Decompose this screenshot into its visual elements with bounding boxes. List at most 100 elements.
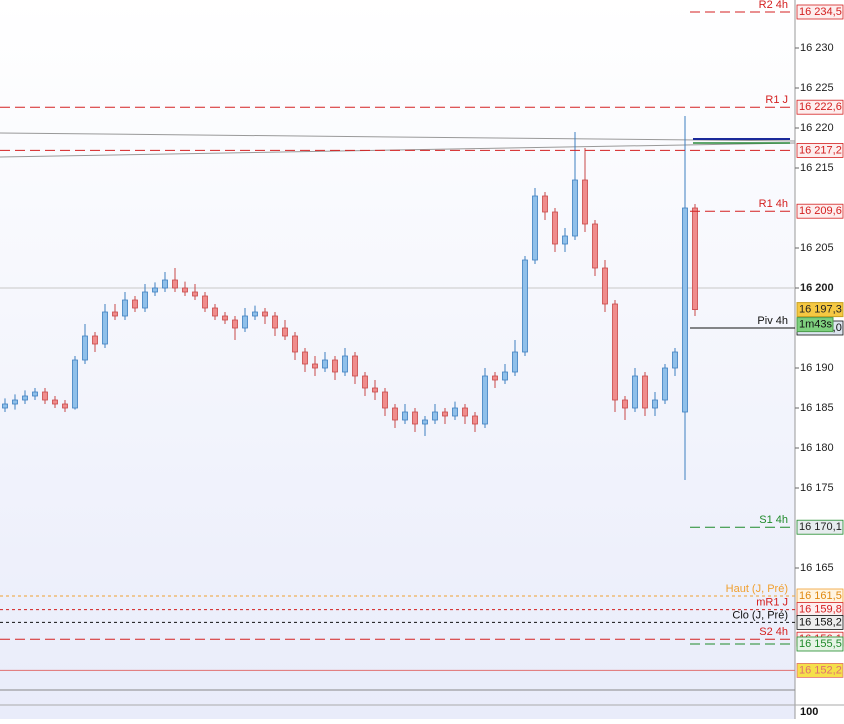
- candle-body: [32, 391, 38, 397]
- level-box: [796, 663, 844, 678]
- candle-body: [12, 399, 18, 405]
- candle-body: [312, 363, 318, 369]
- candle-body: [482, 375, 488, 425]
- level-name: S2 4h: [759, 626, 788, 638]
- candle-body: [532, 195, 538, 261]
- level-box: [796, 99, 844, 115]
- candle-body: [262, 311, 268, 317]
- candle-body: [672, 351, 678, 369]
- plot-background: [0, 0, 795, 719]
- candle-body: [72, 359, 78, 409]
- y-tick-label: 16 205: [800, 242, 834, 254]
- candle-body: [232, 319, 238, 329]
- candle-body: [692, 207, 698, 310]
- candle-body: [552, 211, 558, 245]
- candle-body: [242, 315, 248, 329]
- countdown: 1m43s: [799, 319, 833, 331]
- candle-body: [682, 207, 688, 413]
- level-name: S1 4h: [759, 514, 788, 526]
- y-tick-label: 16 225: [800, 82, 834, 94]
- candle-body: [252, 311, 258, 317]
- candle-body: [652, 399, 658, 409]
- countdown-box: [796, 317, 834, 333]
- candle-body: [82, 335, 88, 361]
- lower-panel-tick: 100: [800, 706, 818, 718]
- level-value: 16 159,8: [799, 604, 842, 616]
- candle-body: [212, 307, 218, 317]
- level-name: R2 4h: [759, 0, 788, 11]
- y-tick-label: 16 230: [800, 42, 834, 54]
- candle-body: [192, 291, 198, 297]
- level-value: 16 161,5: [799, 590, 842, 602]
- candle-body: [662, 367, 668, 401]
- level-box: [796, 519, 844, 535]
- candle-body: [122, 299, 128, 317]
- candle-body: [112, 311, 118, 317]
- candle-body: [512, 351, 518, 373]
- candle-body: [402, 411, 408, 421]
- candle-body: [162, 279, 168, 289]
- candle-body: [142, 291, 148, 309]
- candle-body: [342, 355, 348, 373]
- candle-body: [592, 223, 598, 269]
- candle-body: [582, 179, 588, 225]
- level-value: 16 170,1: [799, 521, 842, 533]
- y-tick-label: 16 185: [800, 402, 834, 414]
- level-value: 16 155,5: [799, 638, 842, 650]
- level-value: 16 152,2: [799, 664, 842, 676]
- candle-body: [172, 279, 178, 289]
- candle-body: [412, 411, 418, 425]
- candle-body: [422, 419, 428, 425]
- y-tick-label: 16 180: [800, 442, 834, 454]
- candle-body: [382, 391, 388, 409]
- candle-body: [562, 235, 568, 245]
- candle-body: [202, 295, 208, 309]
- level-value: 16 222,6: [799, 101, 842, 113]
- y-tick-label: 16 175: [800, 482, 834, 494]
- candle-body: [152, 287, 158, 293]
- level-name: R1 4h: [759, 198, 788, 210]
- last-price-box: [796, 302, 844, 318]
- candle-body: [62, 403, 68, 409]
- candle-body: [222, 315, 228, 321]
- candle-body: [432, 411, 438, 421]
- candle-body: [472, 415, 478, 425]
- candle-body: [502, 371, 508, 381]
- candle-body: [132, 299, 138, 309]
- y-tick-label: 16 165: [800, 562, 834, 574]
- candle-body: [292, 335, 298, 353]
- candle-body: [522, 259, 528, 353]
- candle-body: [572, 179, 578, 237]
- candle-body: [452, 407, 458, 417]
- candle-body: [182, 287, 188, 293]
- y-tick-label: 16 200: [800, 282, 834, 294]
- candle-body: [632, 375, 638, 409]
- level-value: 16 158,2: [799, 616, 842, 628]
- level-value: 16 234,5: [799, 6, 842, 18]
- candle-body: [52, 399, 58, 405]
- level-box: [796, 4, 844, 20]
- trend-line: [0, 132, 796, 142]
- candle-body: [282, 327, 288, 337]
- candle-body: [622, 399, 628, 409]
- candle-body: [372, 387, 378, 393]
- candle-body: [42, 391, 48, 401]
- level-name: Haut (J, Pré): [726, 583, 788, 595]
- level-name: Clo (J, Pré): [732, 609, 788, 621]
- candle-body: [612, 303, 618, 401]
- candle-body: [602, 267, 608, 305]
- candle-body: [542, 195, 548, 213]
- level-box: [796, 615, 844, 630]
- candle-body: [322, 359, 328, 369]
- level-value: 16 217,2: [799, 144, 842, 156]
- y-tick-label: 16 215: [800, 162, 834, 174]
- candle-body: [302, 351, 308, 365]
- candle-body: [462, 407, 468, 417]
- candle-body: [2, 403, 8, 409]
- candle-body: [492, 375, 498, 381]
- candle-body: [332, 359, 338, 373]
- level-box: [796, 142, 844, 158]
- y-tick-label: 16 190: [800, 362, 834, 374]
